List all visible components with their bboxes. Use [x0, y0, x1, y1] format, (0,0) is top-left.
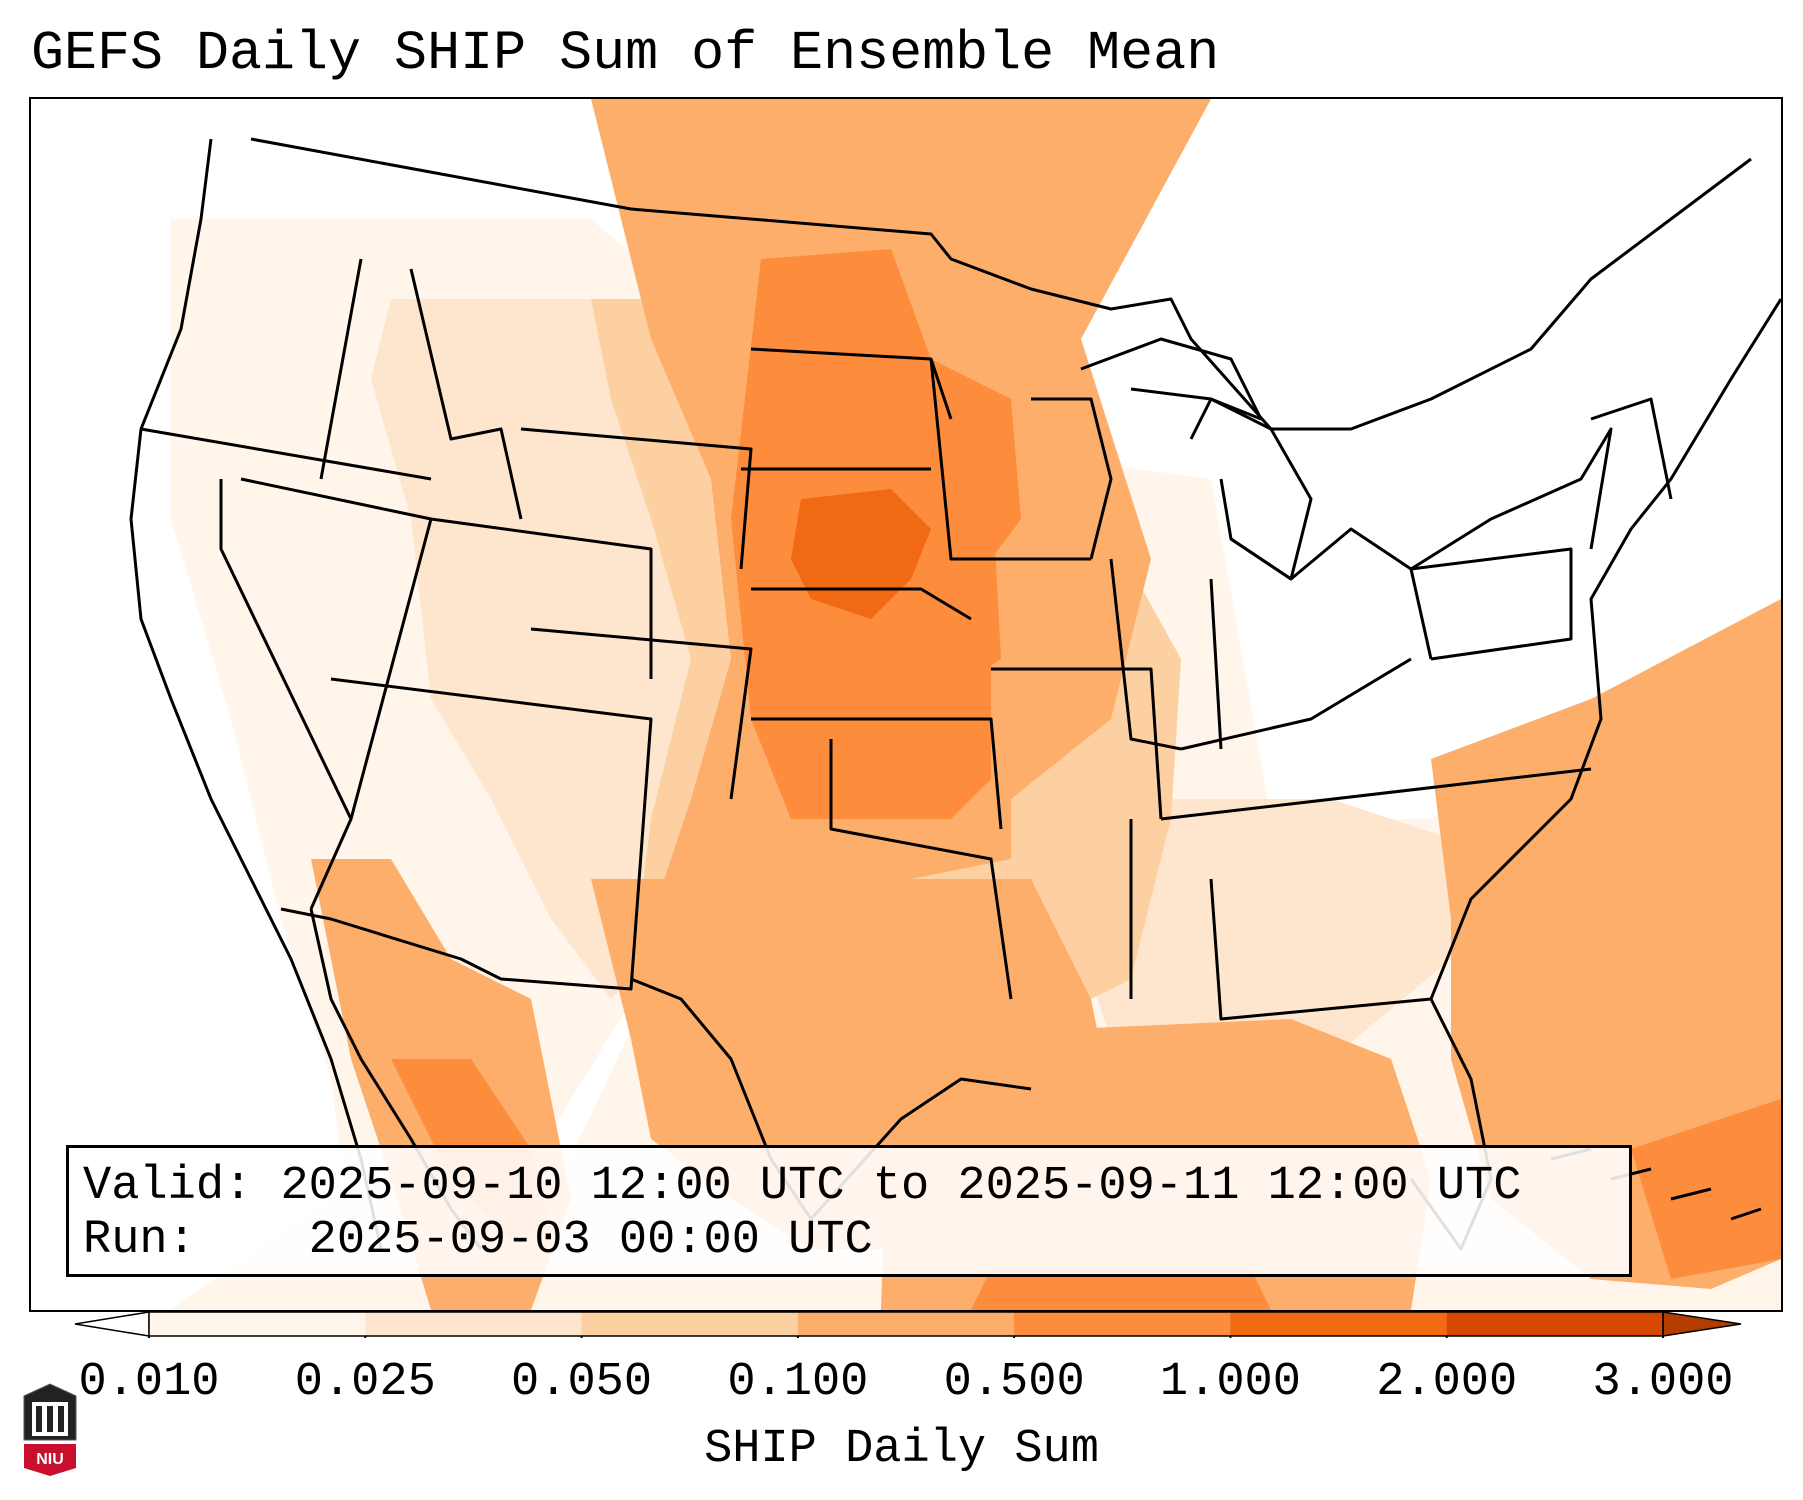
- run-label: Run:: [83, 1214, 196, 1267]
- shade-low-southeast: [1071, 799, 1511, 1079]
- colorbar-bin: [797, 1312, 1015, 1336]
- wa-or-border: [140, 427, 432, 481]
- shade-mid-atlantic: [1431, 599, 1781, 1289]
- ca-nv-border: [219, 479, 353, 910]
- colorbar-bin: [149, 1312, 366, 1336]
- run-time: 2025-09-03 00:00 UTC: [308, 1214, 873, 1267]
- logo-text: NIU: [36, 1451, 64, 1468]
- colorbar-tick-label: 0.100: [727, 1356, 869, 1409]
- ga-line: [1209, 878, 1432, 1021]
- wy-line: [520, 427, 753, 570]
- wi-mi-line: [1031, 397, 1113, 560]
- shade-high-bottom: [971, 1269, 1271, 1310]
- ne-ks-line: [751, 587, 972, 621]
- pacific-coast: [129, 138, 383, 1250]
- oh-line: [1230, 527, 1433, 660]
- colorbar-tick-label: 0.050: [511, 1356, 653, 1409]
- co-ks-line: [530, 627, 753, 800]
- colorbar-tick-label: 2.000: [1376, 1356, 1518, 1409]
- colorbar-extend-low: [74, 1311, 150, 1337]
- colorbar-bin: [1014, 1312, 1231, 1336]
- map-panel: [29, 97, 1783, 1312]
- tn-line: [1160, 767, 1592, 821]
- colorbar-bin: [1446, 1312, 1664, 1336]
- canada-border: [250, 137, 1752, 431]
- colorbar-tick-label: 0.500: [943, 1356, 1085, 1409]
- ny-line: [1410, 427, 1613, 571]
- id-mt-border: [409, 268, 523, 520]
- colorbar-tick-label: 0.025: [294, 1356, 436, 1409]
- ky-line: [1180, 657, 1412, 751]
- colorbar-label: SHIP Daily Sum: [704, 1423, 1099, 1476]
- east-coast: [1429, 298, 1781, 1000]
- ne-states: [1590, 397, 1673, 500]
- colorbar-tick-label: 1.000: [1159, 1356, 1301, 1409]
- colorbar-bin: [365, 1312, 583, 1336]
- in-line: [1209, 578, 1223, 750]
- or-id-border: [319, 258, 363, 480]
- niu-logo: NIU: [23, 1383, 77, 1476]
- map-canvas: [129, 99, 1781, 1310]
- mn-ia-line: [929, 358, 1091, 561]
- colorbar-bin: [581, 1312, 799, 1336]
- colorbar-extend-high: [1662, 1311, 1742, 1337]
- shade-very-high-peak: [791, 489, 931, 619]
- valid-label: Valid:: [83, 1160, 253, 1213]
- valid-time-range: 2025-09-10 12:00 UTC to 2025-09-11 12:00…: [280, 1160, 1522, 1213]
- colorbar: [74, 1311, 1742, 1338]
- colorbar-tick-label: 3.000: [1592, 1356, 1734, 1409]
- pa-line: [1410, 547, 1573, 661]
- map-title: GEFS Daily SHIP Sum of Ensemble Mean: [31, 22, 1220, 85]
- great-lakes-superior: [1080, 337, 1263, 421]
- colorbar-bin: [1230, 1312, 1448, 1336]
- ut-co-line: [430, 517, 653, 679]
- il-line: [1109, 558, 1182, 751]
- colorbar-outline: [148, 1311, 1664, 1337]
- az-nm-border: [280, 677, 653, 991]
- valid-run-info-box: Valid: 2025-09-10 12:00 UTC to 2025-09-1…: [66, 1145, 1632, 1277]
- ks-ok-line: [751, 717, 1003, 830]
- ok-tx-line: [829, 739, 1013, 1000]
- mo-ar-line: [991, 667, 1163, 820]
- colorbar-tick-label: 0.010: [78, 1356, 220, 1409]
